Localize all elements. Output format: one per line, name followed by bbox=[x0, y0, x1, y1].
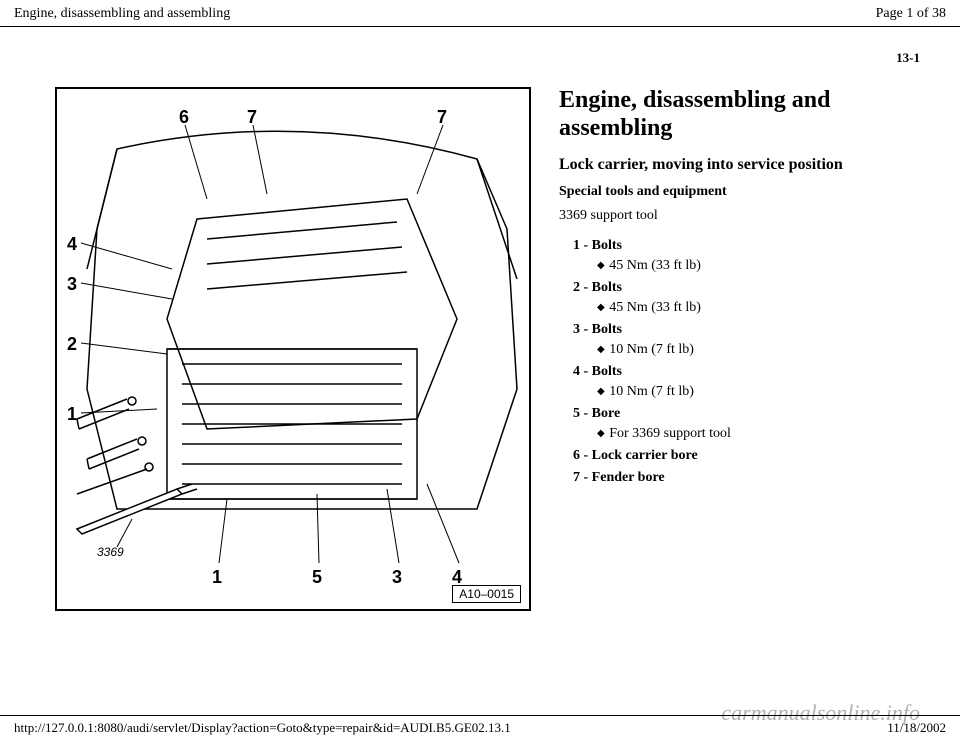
list-sub-item: 10 Nm (7 ft lb) bbox=[597, 342, 930, 358]
list-sub-item: 10 Nm (7 ft lb) bbox=[597, 384, 930, 400]
list-sub-item: 45 Nm (33 ft lb) bbox=[597, 300, 930, 316]
text-column: Engine, disassembling and assembling Loc… bbox=[531, 87, 930, 611]
section-heading: Special tools and equipment bbox=[559, 184, 930, 200]
page-title: Engine, disassembling and assembling bbox=[559, 87, 930, 142]
list-item-sublist: 10 Nm (7 ft lb) bbox=[597, 342, 930, 358]
engine-diagram bbox=[57, 89, 529, 609]
content-area: 6 7 7 4 3 2 1 1 5 3 4 3369 A10–0015 Engi… bbox=[0, 27, 960, 631]
list-item-number: 1 - bbox=[573, 238, 592, 253]
list-sub-item: For 3369 support tool bbox=[597, 426, 930, 442]
callout-7a: 7 bbox=[247, 107, 257, 128]
callout-1b: 1 bbox=[212, 567, 222, 588]
subtitle: Lock carrier, moving into service positi… bbox=[559, 156, 930, 174]
list-item-label: Bolts bbox=[592, 322, 622, 337]
callout-5: 5 bbox=[312, 567, 322, 588]
callout-2: 2 bbox=[67, 334, 77, 355]
list-item-sublist: For 3369 support tool bbox=[597, 426, 930, 442]
callout-7b: 7 bbox=[437, 107, 447, 128]
list-sub-item: 45 Nm (33 ft lb) bbox=[597, 258, 930, 274]
figure: 6 7 7 4 3 2 1 1 5 3 4 3369 A10–0015 bbox=[55, 87, 531, 611]
list-item: 6 - Lock carrier bore bbox=[573, 448, 930, 464]
list-item-label: Lock carrier bore bbox=[592, 448, 698, 463]
page-header: Engine, disassembling and assembling Pag… bbox=[0, 0, 960, 27]
callout-1L: 1 bbox=[67, 404, 77, 425]
header-left: Engine, disassembling and assembling bbox=[14, 6, 230, 22]
list-item-label: Bore bbox=[592, 406, 621, 421]
figure-id: A10–0015 bbox=[452, 585, 521, 603]
list-item-number: 3 - bbox=[573, 322, 592, 337]
list-item-sublist: 45 Nm (33 ft lb) bbox=[597, 300, 930, 316]
footer-url: http://127.0.0.1:8080/audi/servlet/Displ… bbox=[14, 720, 511, 736]
callout-3b: 3 bbox=[392, 567, 402, 588]
list-item-label: Bolts bbox=[592, 280, 622, 295]
list-item-sublist: 45 Nm (33 ft lb) bbox=[597, 258, 930, 274]
paragraph: 3369 support tool bbox=[559, 208, 930, 224]
list-item-number: 6 - bbox=[573, 448, 592, 463]
list-item-number: 7 - bbox=[573, 470, 592, 485]
list-item: 2 - Bolts 45 Nm (33 ft lb) bbox=[573, 280, 930, 316]
footer-date: 11/18/2002 bbox=[887, 720, 946, 736]
list-item-label: Fender bore bbox=[592, 470, 665, 485]
list-item-number: 4 - bbox=[573, 364, 592, 379]
callout-6: 6 bbox=[179, 107, 189, 128]
list-item-sublist: 10 Nm (7 ft lb) bbox=[597, 384, 930, 400]
list-item-label: Bolts bbox=[592, 364, 622, 379]
page-footer: http://127.0.0.1:8080/audi/servlet/Displ… bbox=[0, 715, 960, 736]
callout-3: 3 bbox=[67, 274, 77, 295]
header-right: Page 1 of 38 bbox=[876, 6, 946, 22]
list-item-number: 5 - bbox=[573, 406, 592, 421]
list-item: 7 - Fender bore bbox=[573, 470, 930, 486]
list-item: 1 - Bolts 45 Nm (33 ft lb) bbox=[573, 238, 930, 274]
list-item: 3 - Bolts 10 Nm (7 ft lb) bbox=[573, 322, 930, 358]
list-item: 5 - Bore For 3369 support tool bbox=[573, 406, 930, 442]
tool-label: 3369 bbox=[97, 545, 124, 559]
parts-list: 1 - Bolts 45 Nm (33 ft lb) 2 - Bolts 45 Nm … bbox=[573, 238, 930, 486]
list-item-label: Bolts bbox=[592, 238, 622, 253]
list-item-number: 2 - bbox=[573, 280, 592, 295]
list-item: 4 - Bolts 10 Nm (7 ft lb) bbox=[573, 364, 930, 400]
callout-4: 4 bbox=[67, 234, 77, 255]
page-number-corner: 13-1 bbox=[896, 50, 920, 66]
